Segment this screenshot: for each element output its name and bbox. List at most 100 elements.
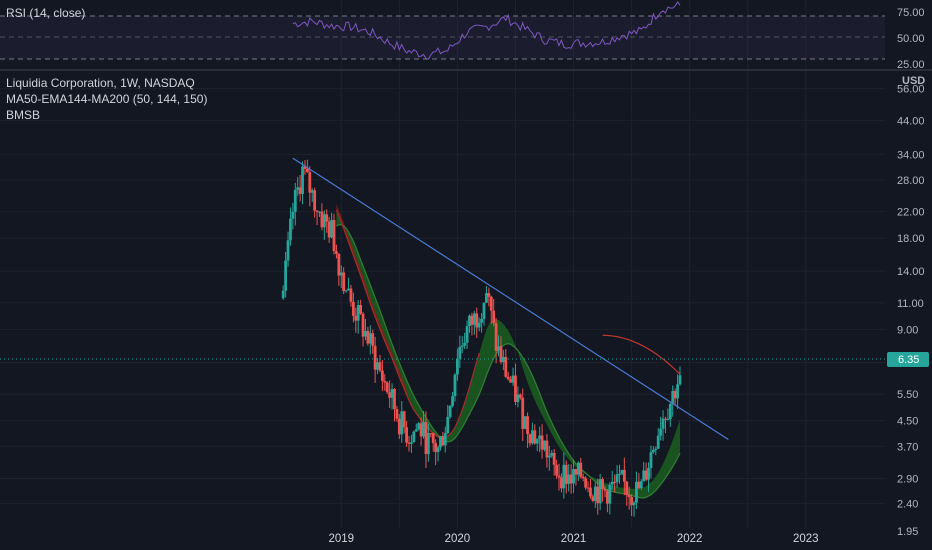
candle-body xyxy=(310,190,314,193)
candle-body xyxy=(635,481,638,503)
candle-body xyxy=(608,484,612,504)
price-tick-label: 34.00 xyxy=(897,149,925,161)
candle-body xyxy=(337,253,341,276)
candle-body xyxy=(349,288,353,302)
rsi-pane: 75.00 50.00 25.00 xyxy=(0,0,925,71)
candle-body xyxy=(615,474,619,483)
price-tick-label: 2.40 xyxy=(897,498,918,510)
candle-body xyxy=(463,342,467,346)
candle-body xyxy=(523,416,527,429)
price-tick-label: 44.00 xyxy=(897,115,925,127)
candle-body xyxy=(410,442,413,444)
candle-body xyxy=(521,397,525,429)
candle-body xyxy=(451,396,454,406)
candle-body xyxy=(485,293,488,303)
candle-body xyxy=(540,435,544,450)
rsi-legend[interactable]: RSI (14, close) xyxy=(6,6,86,20)
candle-body xyxy=(385,382,389,393)
candle-body xyxy=(359,305,363,314)
candle-body xyxy=(371,333,375,346)
trendline[interactable] xyxy=(292,157,729,440)
candle-body xyxy=(552,452,556,465)
candle-body xyxy=(547,455,551,458)
ma-green-line xyxy=(336,224,681,499)
candle-body xyxy=(598,479,602,504)
candle-body xyxy=(620,469,624,474)
candle-body xyxy=(574,469,578,475)
candle-body xyxy=(347,288,350,291)
candle-body xyxy=(376,362,379,370)
candle-body xyxy=(526,416,529,435)
candle-body xyxy=(506,376,510,380)
candle-body xyxy=(322,214,326,228)
rsi-tick-75: 75.00 xyxy=(897,7,925,19)
rsi-tick-25: 25.00 xyxy=(897,59,925,71)
candle-body xyxy=(301,166,304,194)
indicator-ma-legend[interactable]: MA50-EMA144-MA200 (50, 144, 150) xyxy=(6,92,208,106)
rsi-line xyxy=(292,0,681,60)
candle-body xyxy=(305,168,309,173)
price-tick-label: 18.00 xyxy=(897,233,925,245)
candle-body xyxy=(654,448,658,450)
last-price-tag xyxy=(887,352,929,367)
candle-body xyxy=(625,481,629,495)
candle-body xyxy=(289,218,292,241)
candle-body xyxy=(429,433,433,435)
time-tick-label: 2023 xyxy=(793,533,819,545)
candle-body xyxy=(383,380,387,383)
candle-body xyxy=(405,427,408,443)
candle-body xyxy=(422,422,425,437)
candle-body xyxy=(489,296,493,311)
candle-body xyxy=(414,429,418,432)
candle-body xyxy=(431,433,435,444)
candle-body xyxy=(354,315,358,321)
candle-body xyxy=(424,422,428,455)
candle-body xyxy=(439,436,442,448)
candle-body xyxy=(342,272,346,292)
candle-body xyxy=(281,290,285,299)
candle-body xyxy=(676,384,679,399)
candle-body xyxy=(639,481,643,489)
indicator-bmsb-legend[interactable]: BMSB xyxy=(6,108,41,122)
rsi-tick-50: 50.00 xyxy=(897,33,925,45)
candle-body xyxy=(402,411,406,428)
candle-body xyxy=(397,418,401,435)
candle-body xyxy=(656,435,660,449)
candle-body xyxy=(603,489,607,491)
candle-body xyxy=(591,496,595,501)
candle-body xyxy=(601,479,604,490)
candle-body xyxy=(644,470,648,480)
price-tick-label: 5.50 xyxy=(897,389,918,401)
price-tick-label: 4.50 xyxy=(897,416,918,428)
candle-body xyxy=(318,211,321,213)
candle-body xyxy=(482,302,486,319)
candle-body xyxy=(390,389,394,398)
currency-label: USD xyxy=(902,75,925,87)
candle-body xyxy=(330,220,333,238)
candle-body xyxy=(378,362,382,371)
candle-body xyxy=(613,481,617,483)
candle-body xyxy=(569,474,573,484)
candle-body xyxy=(637,481,641,489)
time-tick-label: 2019 xyxy=(328,533,354,545)
candle-body xyxy=(368,333,372,344)
price-tick-label: 14.00 xyxy=(897,266,925,278)
candle-body xyxy=(393,389,396,410)
candle-body xyxy=(361,313,365,337)
candle-body xyxy=(622,469,626,482)
candle-body xyxy=(308,172,312,193)
candle-body xyxy=(576,462,580,475)
candle-body xyxy=(497,346,500,351)
candle-body xyxy=(504,357,508,377)
price-tick-label: 1.95 xyxy=(897,526,918,538)
time-axis[interactable]: 2019 2020 2021 2022 2023 xyxy=(328,533,818,545)
candle-body xyxy=(589,487,592,497)
candle-body xyxy=(545,440,549,458)
candle-body xyxy=(472,313,476,325)
chart-title[interactable]: Liquidia Corporation, 1W, NASDAQ xyxy=(6,76,195,90)
candle-body xyxy=(531,430,534,444)
candle-body xyxy=(293,189,297,212)
candle-body xyxy=(458,346,462,359)
candle-body xyxy=(564,464,568,484)
